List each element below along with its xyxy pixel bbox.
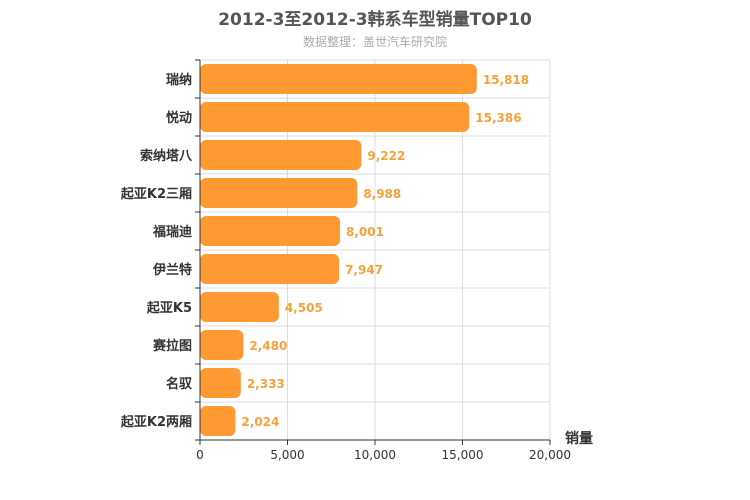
bar [200,140,362,170]
data-label: 2,333 [247,377,285,391]
bar [200,254,340,284]
bar [200,292,279,322]
category-label: 起亚K2三厢 [120,186,192,202]
chart-title: 2012-3至2012-3韩系车型销量TOP10 [218,10,532,30]
x-tick-label: 0 [196,448,204,462]
chart-subtitle: 数据整理：盖世汽车研究院 [302,35,447,49]
data-label: 9,222 [367,149,405,163]
data-label: 15,386 [475,111,521,125]
x-tick-label: 10,000 [354,448,396,462]
category-label: 索纳塔八 [140,148,193,164]
data-label: 2,480 [249,339,287,353]
data-label: 8,001 [346,225,384,239]
data-label: 8,988 [363,187,401,201]
category-label: 起亚K2两厢 [120,414,192,430]
bar [200,216,341,246]
x-tick-label: 15,000 [442,448,484,462]
bar [200,406,236,436]
x-tick-label: 20,000 [529,448,571,462]
category-label: 福瑞迪 [152,224,192,240]
bar [200,64,477,94]
category-label: 起亚K5 [146,300,192,316]
data-label: 15,818 [483,73,529,87]
bars: 15,818 15,386 9,222 8,988 8,001 7,947 4,505 2,4… [200,64,529,436]
data-label: 7,947 [345,263,383,277]
category-label: 名驭 [166,376,193,392]
x-axis-label: 销量 [565,430,593,447]
data-label: 4,505 [285,301,323,315]
category-label: 赛拉图 [152,338,192,354]
data-label: 2,024 [241,415,279,429]
bar [200,330,244,360]
category-label: 悦动 [166,110,192,126]
bar [200,368,241,398]
bar [200,102,470,132]
bar [200,178,358,208]
category-label: 瑞纳 [166,72,192,88]
category-label: 伊兰特 [152,262,192,278]
x-tick-label: 5,000 [270,448,304,462]
